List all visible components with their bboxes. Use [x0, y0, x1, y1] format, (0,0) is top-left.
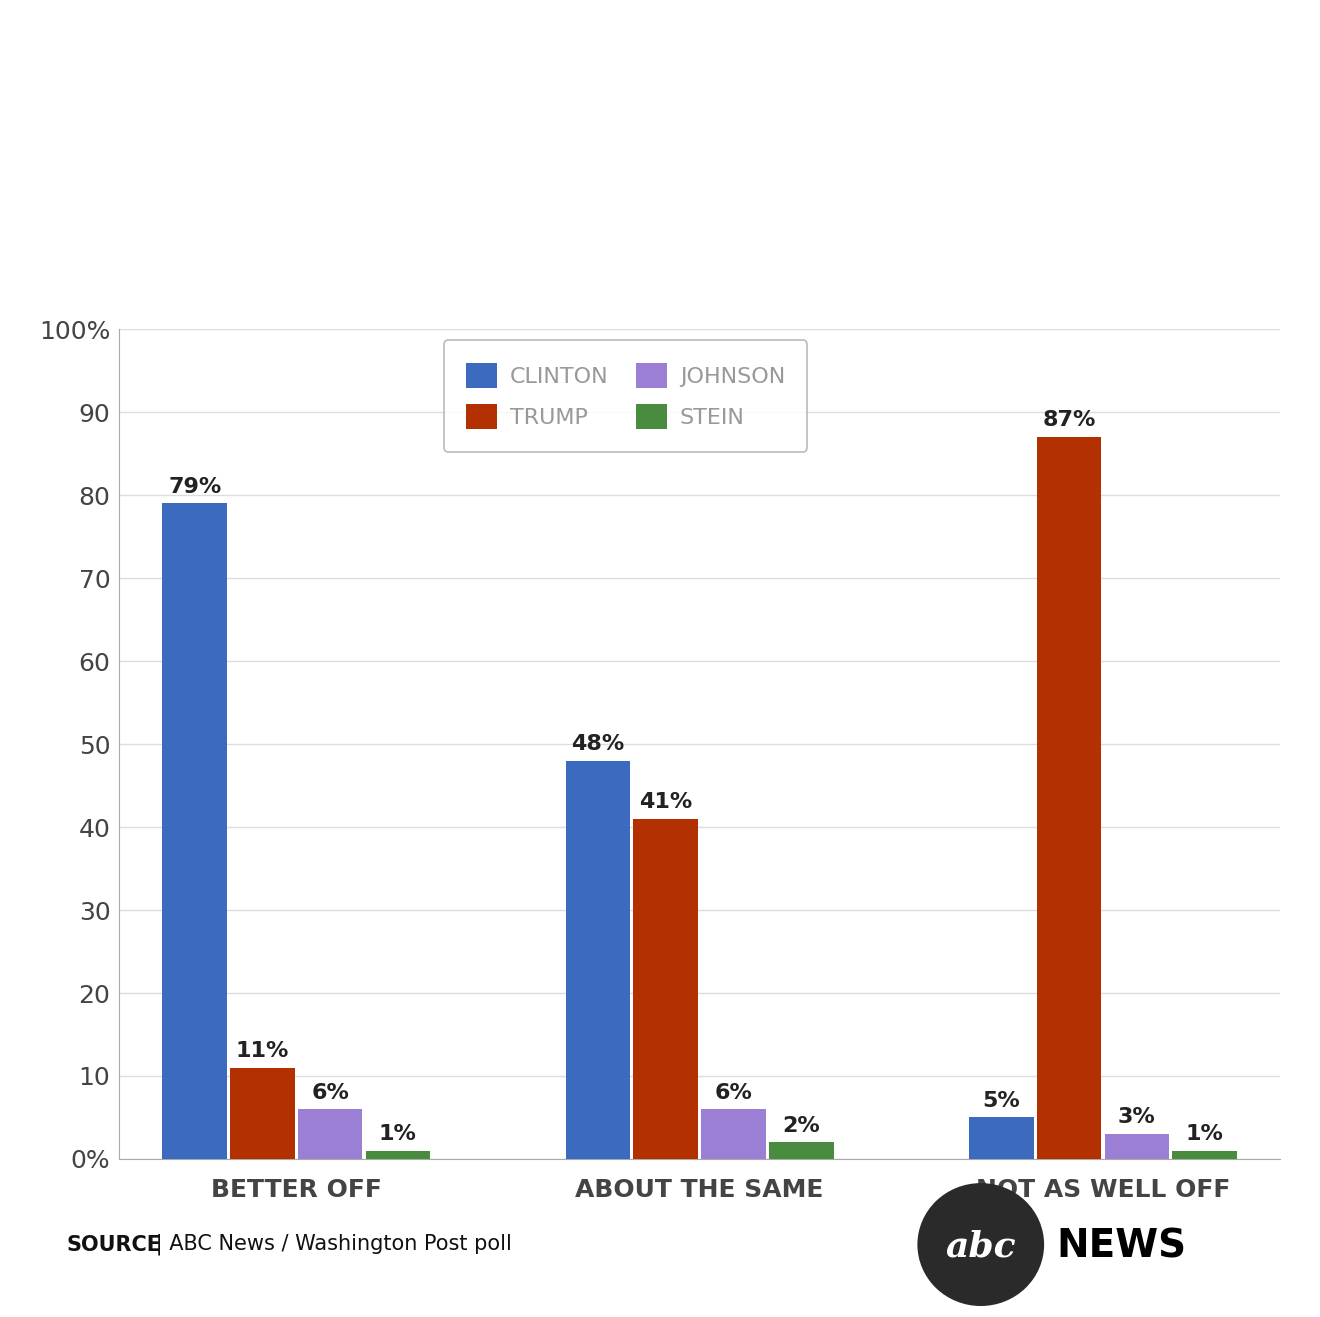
Text: 2%: 2%	[783, 1115, 820, 1135]
Text: 79%: 79%	[168, 477, 222, 497]
Bar	[1172, 1151, 1237, 1159]
Text: NEWS: NEWS	[1056, 1227, 1187, 1266]
Text: 3%: 3%	[1118, 1108, 1156, 1127]
Text: abc: abc	[945, 1230, 1016, 1264]
Bar	[701, 1109, 766, 1159]
Text: (AMONG LIKELY VOTERS): (AMONG LIKELY VOTERS)	[387, 140, 933, 176]
Bar	[162, 503, 227, 1159]
Text: SOURCE: SOURCE	[66, 1234, 161, 1255]
Bar	[1105, 1134, 1170, 1159]
Bar	[366, 1151, 430, 1159]
Bar	[298, 1109, 363, 1159]
Bar	[1036, 437, 1101, 1159]
Text: IN FINANCIAL SITUATION UNDER OBAMA: IN FINANCIAL SITUATION UNDER OBAMA	[61, 76, 1259, 128]
Text: 1%: 1%	[379, 1123, 417, 1144]
Text: VOTE PREFERENCE BY CHANGE: VOTE PREFERENCE BY CHANGE	[201, 20, 1119, 71]
Bar	[770, 1142, 833, 1159]
Bar	[969, 1117, 1034, 1159]
Text: 1%: 1%	[1185, 1123, 1224, 1144]
Text: 6%: 6%	[714, 1083, 752, 1102]
Bar	[230, 1068, 294, 1159]
Text: 87%: 87%	[1043, 411, 1096, 431]
Text: 48%: 48%	[572, 734, 624, 755]
Bar	[634, 819, 698, 1159]
Ellipse shape	[917, 1183, 1044, 1306]
Legend: CLINTON, TRUMP, JOHNSON, STEIN: CLINTON, TRUMP, JOHNSON, STEIN	[444, 340, 808, 452]
Text: 6%: 6%	[312, 1083, 348, 1102]
Text: 11%: 11%	[236, 1040, 289, 1062]
Text: 5%: 5%	[982, 1090, 1020, 1110]
Text: 41%: 41%	[639, 792, 693, 813]
Bar	[566, 761, 630, 1159]
Text: | ABC News / Washington Post poll: | ABC News / Washington Post poll	[149, 1234, 512, 1255]
